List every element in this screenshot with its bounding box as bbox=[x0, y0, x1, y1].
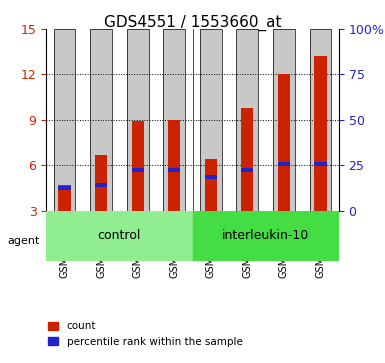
Bar bbox=[278, 74, 290, 211]
Bar bbox=[168, 168, 180, 172]
Bar bbox=[241, 168, 253, 172]
Bar bbox=[200, 29, 222, 211]
Bar bbox=[132, 121, 144, 211]
Text: agent: agent bbox=[8, 236, 40, 246]
Text: control: control bbox=[98, 229, 141, 242]
Text: GDS4551 / 1553660_at: GDS4551 / 1553660_at bbox=[104, 15, 281, 31]
Bar bbox=[95, 183, 107, 187]
Legend: count, percentile rank within the sample: count, percentile rank within the sample bbox=[44, 317, 247, 351]
Bar bbox=[132, 168, 144, 172]
Bar bbox=[315, 56, 326, 211]
Bar bbox=[127, 29, 149, 211]
Bar bbox=[273, 29, 295, 211]
Bar bbox=[205, 175, 217, 179]
Bar bbox=[54, 29, 75, 211]
Bar bbox=[310, 29, 331, 211]
FancyBboxPatch shape bbox=[46, 211, 192, 261]
Bar bbox=[59, 185, 70, 211]
FancyBboxPatch shape bbox=[192, 211, 339, 261]
Bar bbox=[59, 186, 70, 190]
Bar bbox=[241, 108, 253, 211]
Bar bbox=[95, 155, 107, 211]
Bar bbox=[236, 29, 258, 211]
Bar bbox=[315, 162, 326, 166]
Text: interleukin-10: interleukin-10 bbox=[222, 229, 309, 242]
Bar bbox=[90, 29, 112, 211]
Bar bbox=[278, 162, 290, 166]
Bar bbox=[205, 159, 217, 211]
Bar bbox=[168, 120, 180, 211]
Bar bbox=[163, 29, 185, 211]
